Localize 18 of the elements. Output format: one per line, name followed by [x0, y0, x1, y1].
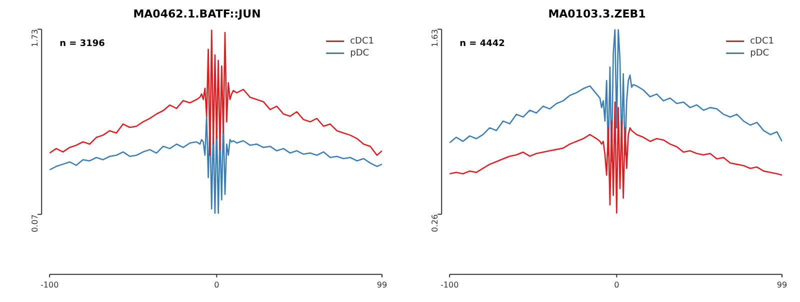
y-tick-label: 1.63	[430, 29, 440, 48]
legend-label: pDC	[350, 48, 370, 59]
x-tick-label: 99	[776, 280, 788, 290]
chart-title: MA0103.3.ZEB1	[548, 7, 646, 20]
x-tick-label: 0	[614, 280, 620, 290]
x-tick-label: 99	[376, 280, 388, 290]
y-tick-label: 0.26	[430, 214, 440, 232]
legend-label: cDC1	[350, 36, 374, 47]
annotation: n = 3196	[60, 39, 105, 50]
legend-label: pDC	[750, 48, 770, 59]
chart-title: MA0462.1.BATF::JUN	[133, 7, 261, 20]
legend-label: cDC1	[750, 36, 774, 47]
annotation: n = 4442	[460, 39, 505, 50]
y-tick-label: 0.07	[30, 214, 40, 232]
y-tick-label: 1.73	[30, 29, 40, 48]
x-tick-label: -100	[40, 280, 59, 290]
x-tick-label: -100	[440, 280, 459, 290]
x-tick-label: 0	[214, 280, 220, 290]
